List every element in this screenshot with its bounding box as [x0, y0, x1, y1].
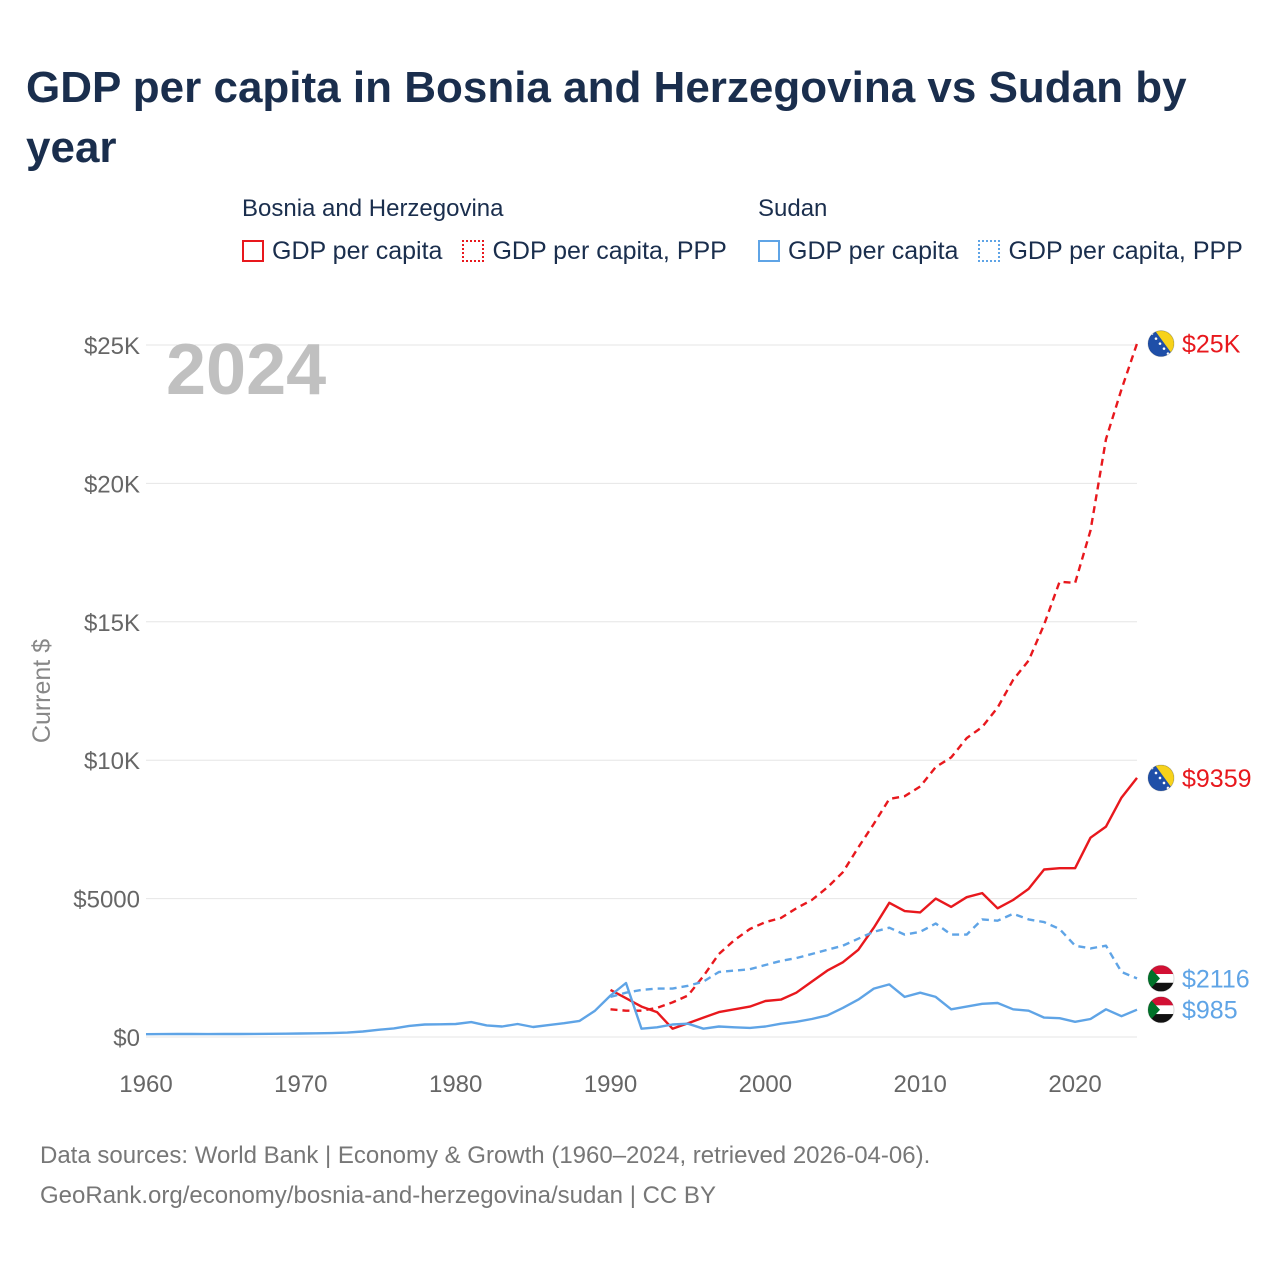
- footer-link[interactable]: GeoRank.org/economy/bosnia-and-herzegovi…: [40, 1182, 716, 1209]
- legend-label: GDP per capita: [788, 237, 959, 265]
- footer-sources: Data sources: World Bank | Economy & Gro…: [40, 1142, 931, 1169]
- end-value-label: $25K: [1182, 331, 1241, 359]
- legend-swatch: [462, 240, 485, 262]
- series-line-bih-solid: [609, 777, 1138, 1030]
- legend-item-sudan-gdp[interactable]: GDP per capita: [758, 236, 958, 266]
- legend-swatch: [242, 240, 264, 262]
- y-axis-title: Current $: [28, 639, 56, 743]
- x-tick-label: 2020: [1048, 1071, 1101, 1098]
- y-tick-label: $20K: [84, 471, 140, 498]
- x-tick-label: 2000: [739, 1071, 792, 1098]
- legend-group-title: Bosnia and Herzegovina: [242, 195, 504, 222]
- legend-label: GDP per capita: [272, 237, 443, 265]
- x-tick-label: 1980: [429, 1071, 482, 1098]
- legend-label: GDP per capita, PPP: [492, 237, 727, 265]
- end-value-label: $2116: [1182, 965, 1250, 993]
- legend-item-bih-gdp[interactable]: GDP per capita: [242, 236, 442, 266]
- x-tick-label: 1960: [119, 1071, 172, 1098]
- legend-item-sudan-ppp[interactable]: GDP per capita, PPP: [978, 236, 1243, 266]
- series-line-sudan-dashed: [610, 912, 1138, 999]
- sudan-flag-icon: [1147, 964, 1175, 992]
- bosnia-flag-icon: [1147, 330, 1175, 358]
- x-tick-label: 1990: [584, 1071, 637, 1098]
- y-tick-label: $10K: [84, 748, 140, 775]
- bosnia-flag-icon: [1147, 764, 1175, 792]
- end-value-label: $985: [1182, 997, 1238, 1025]
- series-line-bih-dashed: [610, 343, 1139, 1012]
- legend-group-bih: Bosnia and Herzegovina GDP per capita GD…: [242, 194, 727, 266]
- x-tick-label: 2010: [894, 1071, 947, 1098]
- y-tick-label: $5000: [73, 887, 140, 914]
- year-label: 2024: [166, 330, 326, 410]
- series-line-sudan-solid: [145, 981, 1138, 1036]
- legend-group-title: Sudan: [758, 195, 828, 222]
- y-tick-label: $0: [113, 1025, 140, 1052]
- legend-label: GDP per capita, PPP: [1008, 237, 1243, 265]
- end-value-label: $9359: [1182, 765, 1252, 793]
- sudan-flag-icon: [1147, 996, 1175, 1024]
- x-tick-label: 1970: [274, 1071, 327, 1098]
- legend-swatch: [978, 240, 1001, 262]
- y-tick-label: $15K: [84, 610, 140, 637]
- y-tick-label: $25K: [84, 333, 140, 360]
- legend-group-sudan: Sudan GDP per capita GDP per capita, PPP: [758, 194, 1243, 266]
- legend-item-bih-ppp[interactable]: GDP per capita, PPP: [462, 236, 727, 266]
- footer: Data sources: World Bank | Economy & Gro…: [40, 1136, 930, 1216]
- chart-title: GDP per capita in Bosnia and Herzegovina…: [26, 63, 1187, 172]
- legend-swatch: [758, 240, 780, 262]
